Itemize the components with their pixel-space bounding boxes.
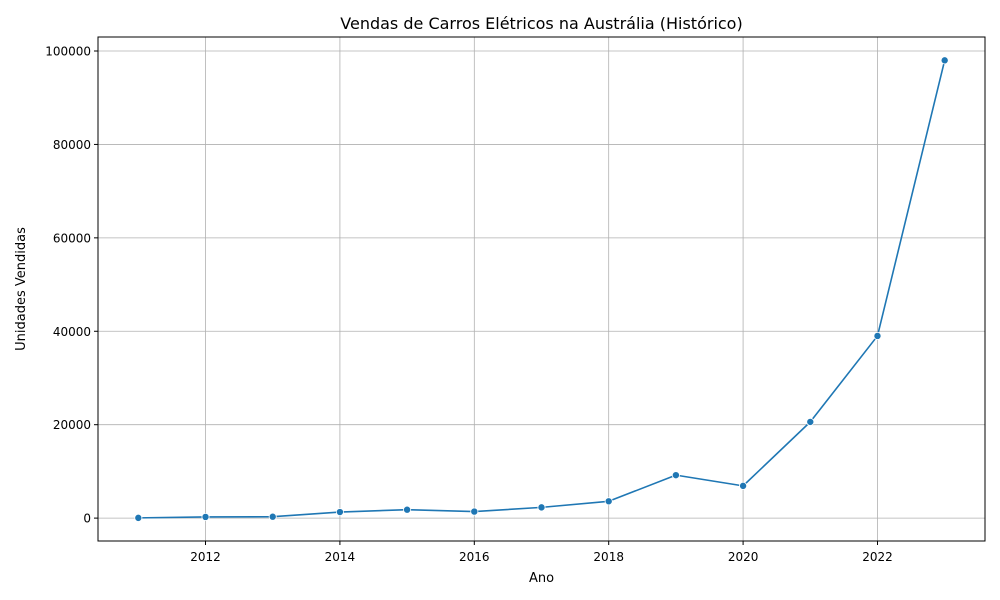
x-tick-label: 2014 [325,550,356,564]
data-point [806,417,815,426]
x-tick-label: 2012 [190,550,221,564]
series-line [138,60,946,519]
data-point [268,512,277,521]
data-point [335,508,344,517]
y-tick-label: 0 [83,512,91,526]
plot-frame [97,36,986,542]
data-point [739,481,748,490]
data-point [604,497,613,506]
x-tick-label: 2022 [862,550,893,564]
x-tick-label: 2020 [728,550,759,564]
y-axis-label: Unidades Vendidas [14,227,29,351]
y-tick-label: 20000 [53,418,91,432]
y-tick-label: 100000 [45,45,91,59]
data-point [403,505,412,514]
grid-lines [98,37,985,541]
data-point [201,512,210,521]
data-point [940,56,949,65]
y-tick-label: 40000 [53,325,91,339]
data-point [134,513,143,522]
x-tick-label: 2018 [593,550,624,564]
axis-ticks: 2012 2014 2016 2018 2020 2022 0 20000 40000 60000… [45,45,893,564]
y-tick-label: 60000 [53,231,91,245]
x-axis-label: Ano [529,571,554,586]
series-layer [134,56,949,522]
y-tick-label: 80000 [53,138,91,152]
data-point [537,503,546,512]
data-point [873,331,882,340]
data-point [671,471,680,480]
chart-title: Vendas de Carros Elétricos na Austrália … [340,14,742,33]
x-tick-label: 2016 [459,550,490,564]
data-point [470,507,479,516]
